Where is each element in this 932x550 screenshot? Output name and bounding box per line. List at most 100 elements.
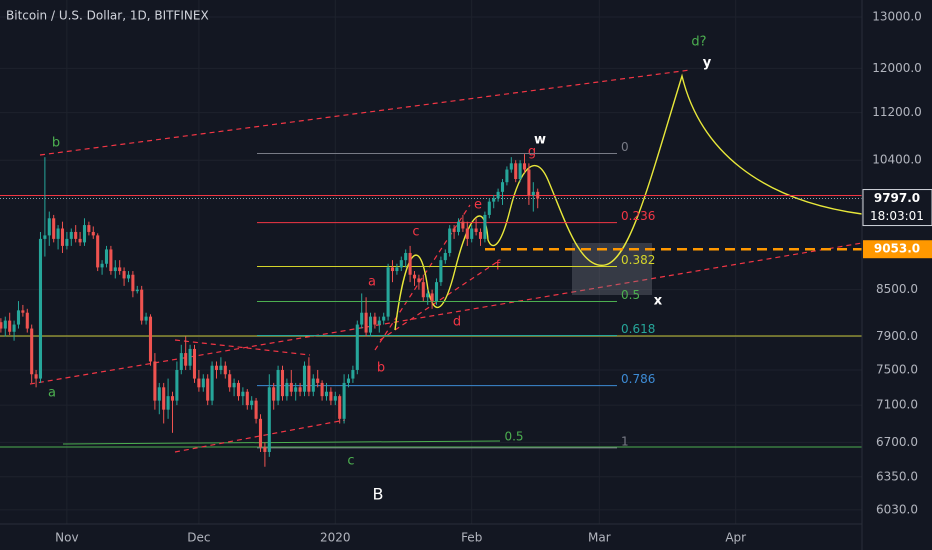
y-tick-label: 11200.0 (872, 105, 922, 119)
candle-body (52, 218, 56, 239)
fib-label: 0.236 (621, 209, 655, 223)
candle-body (25, 312, 29, 329)
candle-body (43, 235, 47, 239)
fib-label: 0.5 (621, 288, 640, 302)
x-tick-label: Nov (55, 531, 78, 545)
candle-body (294, 387, 298, 392)
y-tick-label: 13000.0 (872, 10, 922, 24)
price-label: 9053.0 (874, 242, 920, 256)
candle-body (96, 235, 100, 268)
trend-line (379, 259, 501, 341)
candle-body (505, 169, 509, 183)
candle-body (474, 228, 478, 232)
candle-body (434, 282, 439, 302)
candle-body (131, 274, 135, 292)
y-tick-label: 6700.0 (876, 435, 918, 449)
price-label-box (862, 189, 932, 227)
candle-body (87, 225, 91, 232)
level-line (62, 440, 501, 445)
candle-body (456, 221, 461, 232)
y-tick-label: 7500.0 (876, 362, 918, 376)
candle-body (140, 289, 144, 321)
candle-body (377, 320, 381, 325)
candle-body (272, 387, 276, 401)
candle-body (16, 310, 21, 325)
candle-body (496, 191, 500, 199)
candle-body (408, 252, 412, 275)
x-tick-label: Feb (461, 531, 482, 545)
candle-body (417, 278, 421, 283)
candle-body (8, 320, 12, 332)
candle-body (258, 418, 263, 448)
candle-body (443, 252, 447, 261)
price-label-box (863, 240, 932, 259)
candle-body (448, 228, 452, 253)
candle-body (338, 396, 342, 419)
price-label: 9797.0 (874, 191, 920, 205)
candles (0, 154, 540, 467)
candle-body (364, 312, 368, 333)
candle-body (166, 396, 170, 410)
candle-body (210, 365, 214, 401)
y-tick-label: 12000.0 (872, 61, 922, 75)
target-box (572, 243, 652, 295)
candle-body (289, 382, 293, 392)
wave-label: w (534, 133, 546, 148)
y-tick-label: 7100.0 (876, 398, 918, 412)
candle-body (298, 387, 302, 392)
candle-body (276, 369, 280, 401)
candle-body (487, 201, 491, 215)
y-tick-label: 6350.0 (876, 469, 918, 483)
candle-body (302, 365, 307, 392)
candle-body (104, 249, 109, 264)
candle-body (65, 238, 69, 246)
candle-body (536, 191, 540, 199)
candle-body (492, 198, 496, 202)
x-tick-label: Mar (588, 531, 611, 545)
wave-label: x (654, 294, 663, 309)
candle-body (500, 182, 505, 192)
candle-body (426, 293, 430, 298)
candle-body (360, 312, 364, 325)
candle-body (192, 348, 197, 379)
candle-body (412, 274, 417, 279)
candle-body (245, 391, 249, 406)
candle-body (311, 378, 315, 392)
candle-body (69, 231, 73, 239)
candle-body (82, 225, 87, 243)
candle-body (38, 238, 43, 379)
candle-body (175, 369, 179, 401)
candle-body (30, 328, 34, 375)
y-tick-label: 8500.0 (876, 282, 918, 296)
candle-body (254, 400, 258, 419)
wave-label: a (368, 275, 376, 290)
candle-body (355, 324, 359, 370)
candle-body (223, 365, 227, 375)
candle-body (34, 374, 38, 379)
candle-body (307, 365, 311, 392)
wave-label: d (453, 315, 461, 330)
candle-body (109, 249, 113, 272)
candle-body (219, 365, 223, 370)
wave-label: B (373, 485, 384, 504)
candle-body (113, 267, 117, 272)
candle-body (439, 260, 443, 283)
y-tick-label: 10400.0 (872, 153, 922, 167)
candle-body (153, 361, 157, 401)
x-tick-label: Apr (725, 531, 746, 545)
wave-label: c (412, 225, 419, 240)
candle-body (395, 267, 399, 272)
candle-body (100, 263, 104, 268)
candle-body (241, 391, 245, 397)
candle-body (522, 163, 527, 170)
candle-body (126, 274, 131, 279)
candle-body (430, 293, 434, 302)
trend-line (29, 242, 863, 385)
candle-body (78, 238, 82, 243)
candle-body (509, 163, 513, 170)
wave-label: y (703, 56, 712, 71)
candle-body (0, 322, 3, 329)
candle-body (74, 231, 78, 239)
candle-body (170, 396, 175, 401)
